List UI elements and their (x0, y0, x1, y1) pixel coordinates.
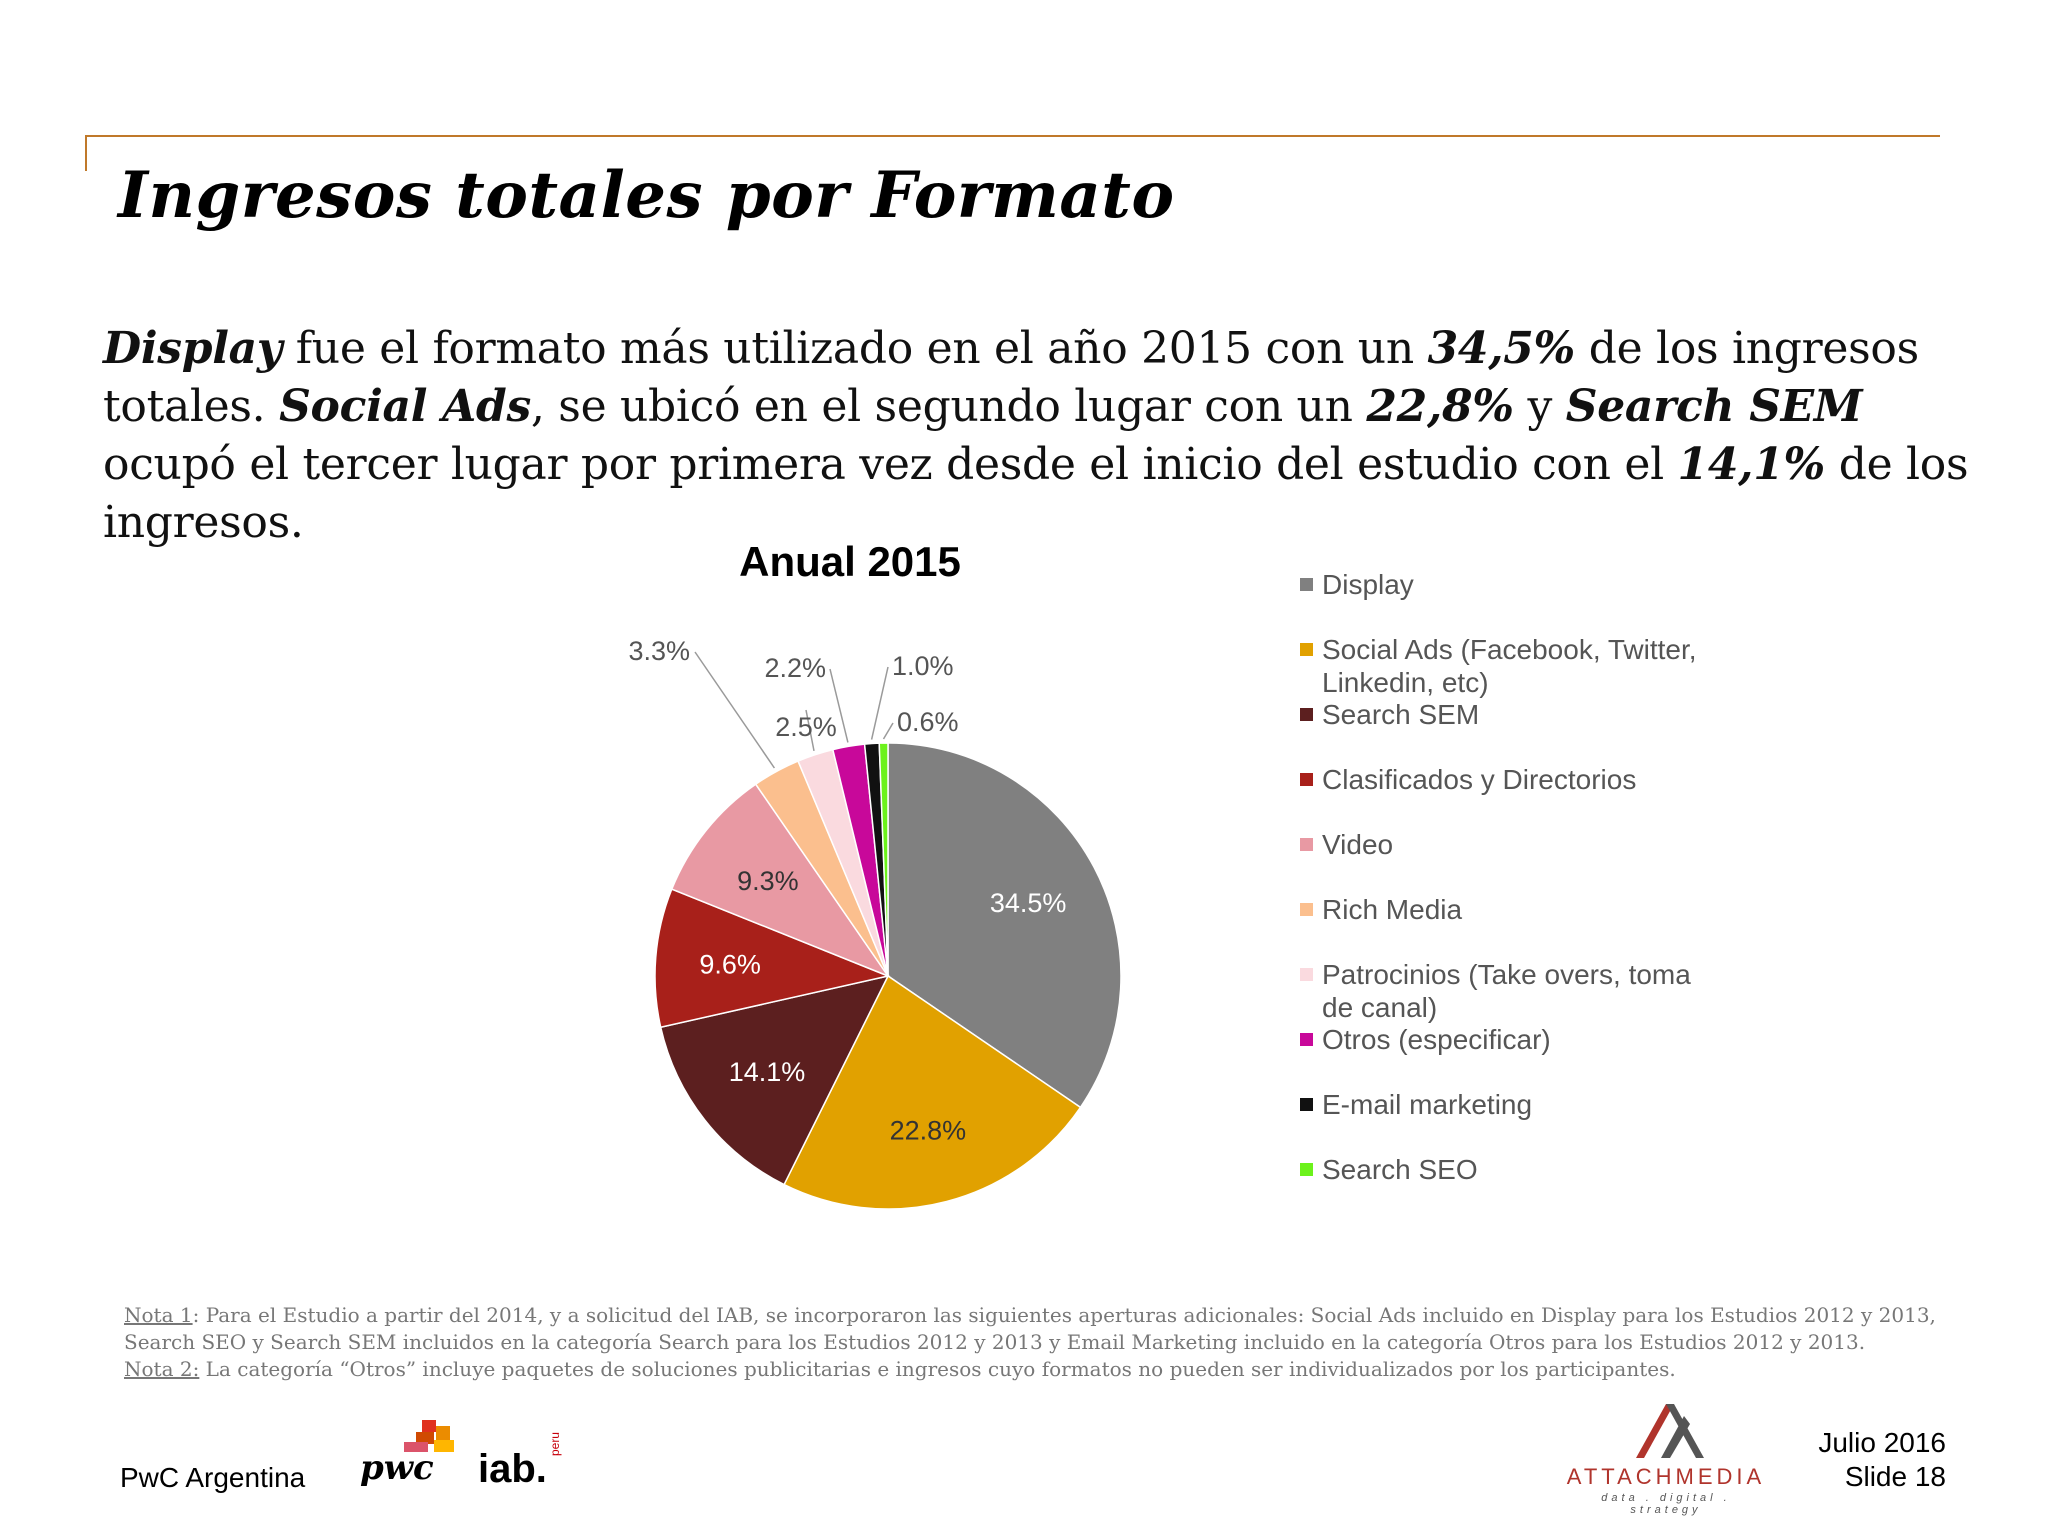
legend-label: Search SEM (1322, 699, 1480, 730)
title-frame-top-line (85, 135, 1940, 137)
slice-label-patrocinios-take-overs-toma-de-canal: 2.5% (775, 712, 837, 742)
slice-label-video: 9.3% (737, 866, 799, 896)
attachmedia-logo-tagline: data . digital . strategy (1601, 1492, 1731, 1516)
legend-swatch (1300, 578, 1313, 591)
note-1-key: Nota 1 (124, 1303, 193, 1327)
legend-label: Otros (especificar) (1322, 1024, 1551, 1055)
slice-label-display: 34.5% (990, 888, 1067, 918)
legend-swatch (1300, 773, 1313, 786)
leader-line-otros-especificar (829, 668, 849, 743)
body-social-ads-pct: 22,8% (1366, 381, 1514, 432)
body-text-1: fue el formato más utilizado en el año 2… (282, 323, 1428, 374)
note-1: Nota 1: Para el Estudio a partir del 201… (124, 1302, 1984, 1356)
slice-label-search-sem: 14.1% (729, 1057, 806, 1087)
pie-slice-display (887, 742, 1122, 1109)
leader-line-search-seo (882, 722, 894, 740)
note-2-text: La categoría “Otros” incluye paquetes de… (199, 1357, 1676, 1381)
legend-label: Search SEO (1322, 1154, 1478, 1185)
footer-date-slide: Julio 2016 Slide 18 (1818, 1426, 1946, 1494)
pie-slice-search-seo (878, 742, 889, 977)
slice-label-clasificados-y-directorios: 9.6% (699, 949, 761, 979)
slice-label-social-ads-facebook-twitter-linkedin-etc: 22.8% (890, 1115, 967, 1145)
note-1-text: : Para el Estudio a partir del 2014, y a… (124, 1303, 1936, 1354)
slice-label-rich-media: 3.3% (628, 636, 690, 666)
legend-label: Social Ads (Facebook, Twitter, Linkedin,… (1322, 634, 1697, 698)
body-text-4: y (1513, 381, 1566, 432)
legend-swatch (1300, 1098, 1313, 1111)
note-2: Nota 2: La categoría “Otros” incluye paq… (124, 1356, 1984, 1383)
legend-swatch (1300, 838, 1313, 851)
pie-slice-search-sem (659, 974, 890, 1186)
slice-label-search-seo: 0.6% (897, 707, 959, 737)
attachmedia-logo-name: ATTACHMEDIA (1566, 1464, 1766, 1489)
footnotes: Nota 1: Para el Estudio a partir del 201… (124, 1302, 1984, 1383)
pie-slice-video (670, 783, 891, 978)
leader-line-patrocinios-take-overs-toma-de-canal (805, 709, 815, 752)
legend-swatch (1300, 1033, 1313, 1046)
legend-label: Patrocinios (Take overs, toma de canal) (1322, 959, 1691, 1023)
footer-company: PwC Argentina (120, 1462, 306, 1493)
legend-label: Display (1322, 569, 1414, 600)
body-display-pct: 34,5% (1427, 323, 1576, 374)
legend-label: Rich Media (1322, 894, 1463, 925)
footer-slide-number: Slide 18 (1844, 1461, 1946, 1492)
body-search-sem-pct: 14,1% (1677, 439, 1826, 490)
legend-swatch (1300, 1163, 1313, 1176)
legend-swatch (1300, 903, 1313, 916)
slice-label-e-mail-marketing: 1.0% (892, 651, 954, 681)
pwc-logo-mark (404, 1420, 454, 1452)
body-text-5: ocupó el tercer lugar por primera vez de… (103, 439, 1678, 490)
pie-slice-social-ads-facebook-twitter-linkedin-etc (783, 974, 1082, 1210)
body-social-ads: Social Ads (279, 381, 531, 432)
slide-title: Ingresos totales por Formato (118, 158, 1175, 233)
iab-logo: iab. peru (478, 1432, 568, 1492)
note-2-key: Nota 2: (124, 1357, 200, 1381)
body-search-sem: Search SEM (1565, 381, 1863, 432)
body-paragraph: Display fue el formato más utilizado en … (103, 320, 2003, 552)
slice-label-otros-especificar: 2.2% (764, 653, 826, 683)
footer-date: Julio 2016 (1818, 1427, 1946, 1458)
legend-label: Clasificados y Directorios (1322, 764, 1637, 795)
title-frame-left-line (85, 135, 87, 171)
body-text-2: de los ingresos totales. (103, 323, 1919, 432)
iab-logo-sub: peru (548, 1432, 562, 1457)
legend-swatch (1300, 643, 1313, 656)
pie-slice-clasificados-y-directorios (654, 888, 891, 1029)
body-text-6: de los ingresos. (103, 439, 1969, 548)
legend-swatch (1300, 968, 1313, 981)
attachmedia-logo-mark (1636, 1404, 1704, 1458)
leader-line-rich-media (694, 651, 776, 769)
legend-label: Video (1322, 829, 1394, 860)
pwc-logo-text: pwc (360, 1448, 434, 1488)
chart-title: Anual 2015 (739, 538, 961, 585)
legend-label: E-mail marketing (1322, 1089, 1533, 1120)
body-display: Display (103, 323, 283, 374)
body-text-3: , se ubicó en el segundo lugar con un (530, 381, 1367, 432)
attachmedia-logo: ATTACHMEDIA data . digital . strategy (1566, 1396, 1766, 1516)
iab-logo-text: iab. (478, 1447, 547, 1491)
leader-line-e-mail-marketing (870, 666, 889, 740)
legend-swatch (1300, 708, 1313, 721)
pwc-logo: pwc (360, 1418, 480, 1488)
